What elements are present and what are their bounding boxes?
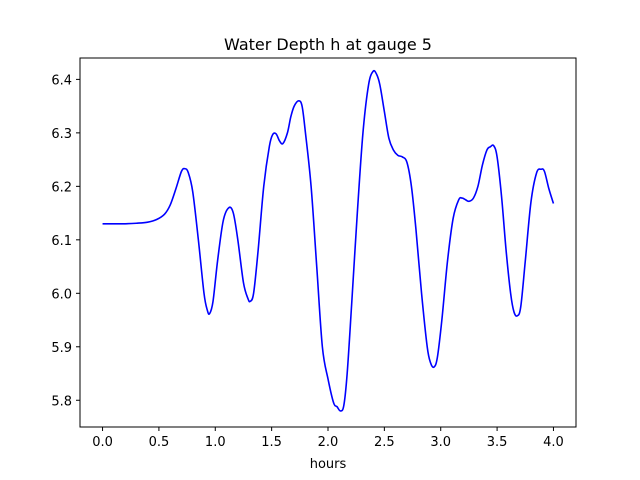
- x-tick-label: 1.5: [261, 435, 282, 450]
- y-tick-label: 5.9: [51, 341, 72, 356]
- y-tick-label: 6.3: [51, 127, 72, 142]
- y-tick-label: 6.2: [51, 180, 72, 195]
- y-tick-label: 6.1: [51, 234, 72, 249]
- x-axis: 0.0 0.5 1.0 1.5 2.0 2.5 3.0 3.5 4.0: [92, 427, 564, 450]
- x-tick-label: 2.0: [318, 435, 339, 450]
- series-line: [102, 69, 555, 412]
- x-tick-label: 3.5: [487, 435, 508, 450]
- line-layer: [102, 69, 555, 412]
- chart-title: Water Depth h at gauge 5: [224, 35, 432, 54]
- x-tick-label: 2.5: [374, 435, 395, 450]
- x-tick-label: 0.0: [92, 435, 113, 450]
- x-axis-label: hours: [310, 457, 347, 472]
- y-tick-label: 5.8: [51, 394, 72, 409]
- x-tick-label: 3.0: [430, 435, 451, 450]
- x-tick-label: 0.5: [149, 435, 170, 450]
- y-tick-label: 6.0: [51, 287, 72, 302]
- y-axis: 5.8 5.9 6.0 6.1 6.2 6.3 6.4: [51, 73, 80, 409]
- x-tick-label: 4.0: [543, 435, 564, 450]
- y-tick-label: 6.4: [51, 73, 72, 88]
- x-tick-label: 1.0: [205, 435, 226, 450]
